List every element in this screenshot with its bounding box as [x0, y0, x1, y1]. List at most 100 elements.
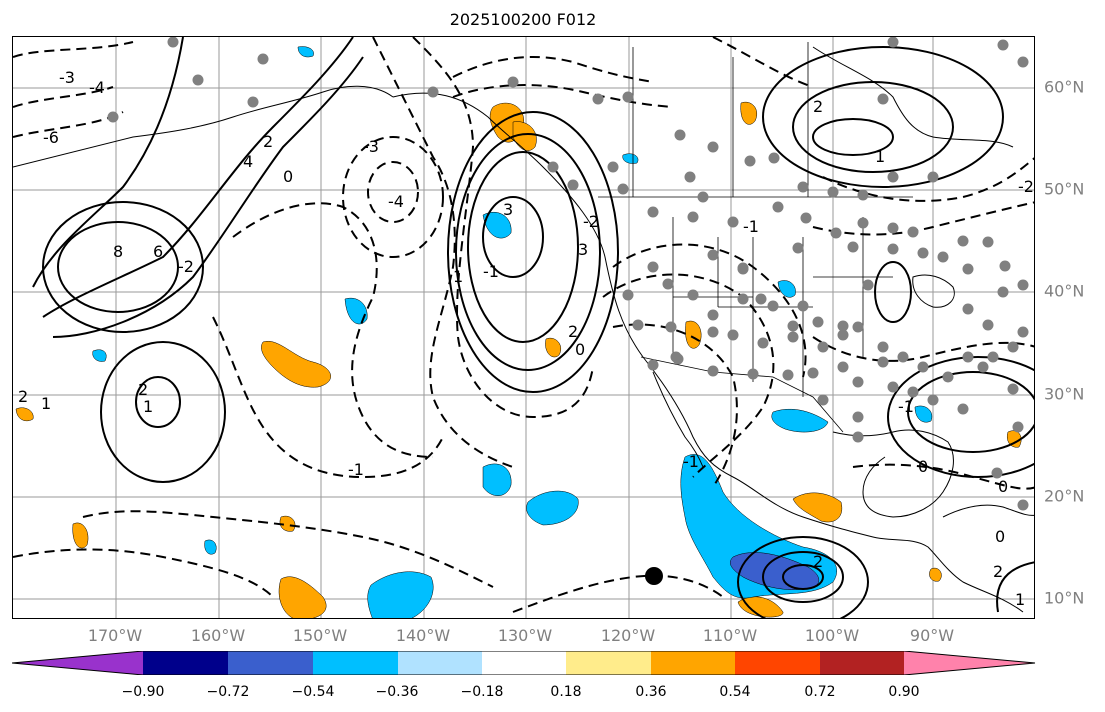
colorbar-segment: [313, 651, 398, 675]
contour-label: 8: [113, 242, 123, 261]
contour-low-mexico: [762, 551, 844, 603]
contour-trough: [412, 37, 594, 419]
station-dot: [737, 262, 749, 274]
contour-label: 2: [263, 132, 273, 151]
contour-label: 2: [813, 552, 823, 571]
contour-east: [812, 201, 1034, 236]
lon-label: 140°W: [395, 626, 451, 645]
lat-label: 30°N: [1044, 384, 1085, 404]
station-dot: [957, 403, 969, 415]
colorbar-segment: [651, 651, 735, 675]
colorbar-segment: [482, 651, 566, 675]
plot-title: 2025100200 F012: [449, 10, 597, 29]
colorbar-segment: [904, 651, 1035, 675]
station-dot: [617, 183, 629, 195]
station-dot: [1017, 56, 1029, 68]
lon-label: 130°W: [497, 626, 553, 645]
contour-label: 3: [578, 240, 588, 259]
contour-label: 1: [453, 267, 463, 286]
contour-high-south: [135, 376, 181, 428]
orange-shade: [792, 492, 843, 523]
station-dot: [927, 171, 939, 183]
contour-label: 0: [995, 527, 1005, 546]
contour-ridge: [32, 37, 184, 288]
contour-trough: [232, 202, 434, 458]
station-dot: [812, 316, 824, 328]
contour-label: 0: [998, 477, 1008, 496]
colorbar-tick-label: 0.36: [635, 684, 667, 700]
station-dot: [937, 251, 949, 263]
blue-shade: [777, 280, 796, 298]
colorbar-outline: [12, 651, 1036, 675]
station-dot: [837, 320, 849, 332]
contour-east: [822, 157, 1034, 202]
station-dot: [697, 191, 709, 203]
orange-shade: [72, 522, 89, 549]
station-dot: [830, 227, 842, 239]
station-dot: [662, 278, 674, 290]
map-panel: -3 -4 -6 8 6 4 2 0 -2 1 -1 2 1 2 3 -4 -3…: [12, 36, 1035, 619]
contour-label: 6: [153, 242, 163, 261]
contour-label: 2: [568, 322, 578, 341]
contour-label: 1: [143, 397, 153, 416]
station-dot: [757, 337, 769, 349]
orange-shade: [15, 407, 34, 422]
colorbar-tick-label: 0.72: [804, 684, 836, 700]
station-dot: [817, 394, 829, 406]
station-dot: [622, 91, 634, 103]
station-dot: [887, 171, 899, 183]
contour-east: [812, 336, 1034, 362]
orange-shade: [740, 101, 757, 125]
station-dot: [887, 243, 899, 255]
contour-high-central: [447, 111, 619, 393]
colorbar-tick-label: 0.18: [550, 684, 582, 700]
station-dot: [782, 369, 794, 381]
contour-label: -2: [178, 257, 194, 276]
contour-label: 4: [243, 152, 253, 171]
hudson-bay-coast: [812, 46, 1014, 148]
station-dot: [670, 351, 682, 363]
contour-label: -1: [348, 460, 364, 479]
station-dot: [962, 351, 974, 363]
station-dot: [687, 289, 699, 301]
contour-label: -1: [898, 397, 914, 416]
station-dot: [727, 329, 739, 341]
orange-shade: [261, 340, 331, 388]
station-dot: [982, 236, 994, 248]
station-dot: [647, 359, 659, 371]
colorbar-segment: [12, 651, 143, 675]
station-dot: [592, 93, 604, 105]
contour-high-pacific-west: [42, 201, 204, 333]
shaded-field: [15, 46, 1022, 618]
station-dot: [877, 93, 889, 105]
station-dot: [674, 129, 686, 141]
contour-label: -4: [89, 78, 105, 97]
colorbar-tick-label: 0.54: [719, 684, 751, 700]
contour-label: -6: [43, 128, 59, 147]
station-dot: [877, 356, 889, 368]
contour-label: 2: [993, 562, 1003, 581]
contour-low-interior: [342, 136, 444, 258]
station-dot: [547, 161, 559, 173]
orange-shade: [737, 596, 784, 618]
blue-shade: [771, 408, 829, 433]
lat-label: 40°N: [1044, 281, 1085, 301]
contour-label: 0: [575, 340, 585, 359]
colorbar-tick-label: 0.90: [888, 684, 920, 700]
contour-southeast: [996, 561, 1034, 613]
baja-california-coastline: [652, 371, 704, 468]
positive-contours: [32, 37, 1034, 618]
station-dot: [1017, 499, 1029, 511]
station-dot: [797, 181, 809, 193]
lon-label: 170°W: [87, 626, 143, 645]
contour-trough: [13, 111, 124, 138]
station-dot: [707, 141, 719, 153]
station-dot: [707, 249, 719, 261]
colorbar-tick-label: −0.54: [291, 684, 335, 700]
station-dot: [427, 86, 439, 98]
contour-label: 3: [503, 200, 513, 219]
station-dot: [792, 242, 804, 254]
station-dot: [862, 279, 874, 291]
contour-tropics: [13, 548, 274, 598]
contour-high-central: [467, 151, 579, 343]
